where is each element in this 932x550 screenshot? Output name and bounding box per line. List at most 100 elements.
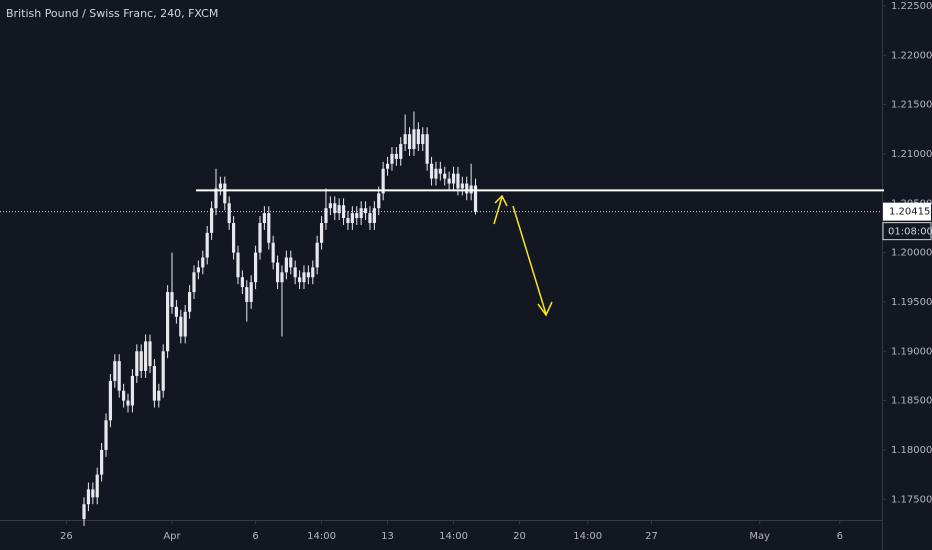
candle-body: [161, 351, 165, 391]
candle-body: [91, 489, 95, 498]
candle-body: [117, 361, 121, 391]
arrow-down: [512, 205, 547, 315]
candle-body: [346, 218, 350, 223]
x-tick-label: 13: [381, 531, 394, 542]
candle-body: [337, 205, 341, 214]
x-tick-label: 20: [513, 531, 526, 542]
candle-body: [231, 222, 236, 253]
candle-body: [293, 267, 297, 278]
candle-body: [187, 292, 192, 312]
candle-body: [407, 134, 412, 149]
candle-body: [438, 168, 442, 174]
candle-body: [363, 208, 368, 214]
candle-body: [289, 257, 293, 268]
candle-body: [377, 193, 381, 209]
x-tick-label: 6: [252, 531, 258, 542]
candle-body: [223, 183, 227, 204]
candle-body: [86, 489, 91, 505]
candle-body: [104, 420, 108, 450]
countdown-box: [882, 222, 932, 241]
y-tick-label: 1.21500: [891, 100, 932, 111]
candle-body: [179, 316, 183, 337]
candle-body: [183, 311, 187, 337]
x-tick-label: 26: [60, 531, 73, 542]
candle-body: [443, 173, 447, 179]
candle-body: [297, 277, 302, 283]
candle-body: [368, 213, 372, 223]
annotation-arrows: [493, 194, 553, 317]
x-tick-label: 6: [837, 531, 843, 542]
candle-body: [451, 173, 456, 184]
y-tick-label: 1.21000: [891, 149, 932, 160]
candle-body: [258, 222, 262, 253]
candle-body: [267, 213, 271, 243]
candle-body: [82, 504, 86, 520]
candle-body: [170, 292, 174, 307]
candle-body: [412, 129, 416, 149]
candle-body: [284, 257, 288, 273]
candle-body: [130, 375, 135, 406]
x-tick-label: 14:00: [573, 531, 602, 542]
candle-body: [306, 272, 310, 278]
candle-body: [473, 185, 478, 212]
candle-body: [350, 213, 354, 223]
candle-body: [271, 242, 275, 263]
candle-body: [333, 203, 337, 214]
candle-body: [166, 292, 170, 352]
candle-body: [209, 208, 214, 233]
last-price-box: [883, 202, 931, 221]
arrow-up-head: [494, 194, 508, 207]
y-tick-label: 1.19000: [891, 346, 932, 357]
candle-body: [236, 252, 240, 278]
candle-body: [341, 205, 346, 219]
candle-body: [205, 232, 209, 258]
candle-body: [390, 153, 394, 164]
y-tick-label: 1.22500: [891, 1, 932, 12]
y-tick-label: 1.18000: [891, 445, 932, 456]
candle-body: [218, 183, 222, 189]
candle-body: [148, 341, 152, 367]
candle-body: [157, 390, 161, 401]
candle-body: [240, 277, 244, 288]
candle-body: [315, 242, 319, 268]
candle-body: [372, 208, 376, 223]
candle-body: [416, 129, 420, 145]
candle-body: [429, 163, 434, 179]
candle-body: [434, 168, 438, 179]
arrow-up: [493, 196, 503, 225]
x-tick-label: 27: [645, 531, 658, 542]
candle-body: [355, 213, 359, 219]
candle-body: [280, 272, 284, 283]
candle-body: [465, 183, 469, 194]
y-tick-label: 1.17500: [891, 494, 932, 505]
candle-body: [214, 188, 218, 209]
candle-body: [144, 341, 148, 372]
arrow-down-head: [537, 301, 553, 317]
candle-body: [245, 287, 249, 302]
candle-body: [381, 168, 385, 194]
x-tick-label: 14:00: [439, 531, 468, 542]
candle-body: [319, 222, 324, 243]
candle-body: [421, 134, 425, 145]
candle-body: [196, 267, 200, 273]
candle-body: [385, 163, 390, 169]
candle-body: [122, 390, 126, 401]
x-tick-label: 14:00: [307, 531, 336, 542]
candle-body: [399, 144, 403, 159]
candle-body: [328, 203, 332, 209]
candle-body: [262, 213, 266, 223]
x-tick-label: May: [749, 531, 770, 542]
candle-body: [460, 183, 464, 189]
candle-body: [302, 272, 306, 283]
candle-body: [126, 400, 130, 406]
y-tick-label: 1.22000: [891, 50, 932, 61]
candle-body: [324, 208, 328, 223]
y-tick-label: 1.18500: [891, 396, 932, 407]
candle-body: [174, 306, 178, 317]
candle-body: [275, 262, 280, 283]
candle-body: [447, 178, 451, 184]
candle-body: [253, 252, 258, 283]
x-tick-label: Apr: [163, 531, 181, 542]
